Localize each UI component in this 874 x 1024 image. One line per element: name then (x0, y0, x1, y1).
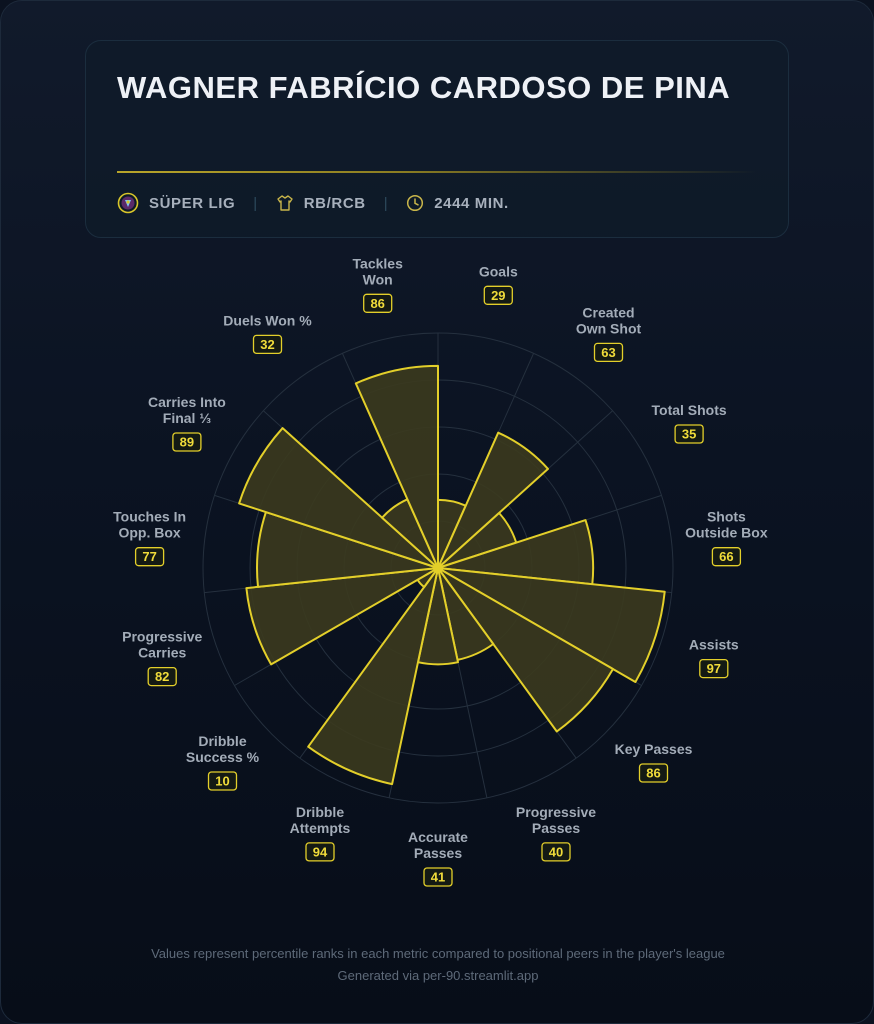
shirt-icon (276, 194, 294, 212)
value-badge-tackles-won (363, 293, 393, 313)
value-badge-carries-into-final (172, 432, 202, 452)
header-divider (117, 171, 757, 173)
label-created-own-shot: Own Shot (576, 320, 642, 336)
value-badge-dribble-attempts (305, 842, 335, 862)
label-key-passes: Key Passes (615, 741, 693, 757)
label-touches-in-opp-box: Opp. Box (118, 525, 180, 541)
value-badge-duels-won (252, 334, 283, 355)
meta-separator: | (383, 194, 389, 212)
value-assists: 97 (707, 661, 721, 676)
value-duels-won: 32 (260, 337, 274, 352)
wedge-tackles-won (354, 364, 439, 569)
label-accurate-passes: Passes (414, 845, 462, 861)
position-label: RB/RCB (303, 194, 366, 212)
label-progressive-carries: Carries (138, 645, 186, 661)
value-carries-into-final: 89 (180, 435, 194, 450)
label-goals: Goals (479, 263, 518, 279)
wedge-dribble-attempts (307, 567, 439, 786)
label-dribble-attempts: Attempts (290, 820, 351, 836)
value-touches-in-opp-box: 77 (142, 549, 156, 564)
value-dribble-success: 10 (215, 774, 229, 789)
value-key-passes: 86 (646, 766, 660, 781)
label-carries-into-final: Carries Into (148, 394, 226, 410)
wedge-key-passes (437, 567, 614, 733)
label-dribble-success: Success % (186, 749, 260, 765)
player-name: WAGNER FABRÍCIO CARDOSO DE PINA (117, 70, 731, 105)
value-progressive-passes: 40 (549, 844, 563, 859)
value-shots-outside-box: 66 (719, 549, 733, 564)
value-created-own-shot: 63 (601, 345, 615, 360)
label-tackles-won: Tackles (353, 255, 404, 271)
wedge-progressive-carries (245, 567, 439, 666)
label-carries-into-final: Final ⅓ (163, 410, 212, 426)
label-shots-outside-box: Shots (707, 509, 746, 525)
value-badge-goals (483, 285, 513, 305)
label-dribble-success: Dribble (198, 733, 246, 749)
club-badge-icon (117, 192, 139, 214)
wedge-assists (437, 567, 666, 683)
value-tackles-won: 86 (370, 296, 384, 311)
label-assists: Assists (689, 637, 739, 653)
value-dribble-attempts: 94 (313, 844, 328, 859)
player-meta: SÜPER LIG | RB/RCB | 2444 MIN. (117, 191, 509, 215)
player-header: WAGNER FABRÍCIO CARDOSO DE PINA SÜPER LI… (85, 40, 789, 238)
value-badge-shots-outside-box (711, 547, 742, 567)
label-touches-in-opp-box: Touches In (113, 509, 186, 525)
value-badge-accurate-passes (423, 867, 453, 887)
meta-separator: | (253, 194, 258, 212)
league-label: SÜPER LIG (149, 194, 236, 212)
value-badge-key-passes (638, 763, 669, 783)
chart-footer: Values represent percentile ranks in eac… (1, 943, 873, 987)
wedge-carries-into-final (238, 427, 439, 569)
clock-icon (406, 194, 424, 212)
footer-note: Values represent percentile ranks in eac… (151, 946, 725, 961)
minutes-label: 2444 MIN. (434, 194, 509, 212)
value-badge-dribble-success (207, 771, 238, 791)
value-total-shots: 35 (682, 427, 696, 442)
value-badge-created-own-shot (593, 342, 624, 363)
value-badge-progressive-passes (541, 842, 571, 862)
value-badge-assists (699, 658, 729, 679)
label-accurate-passes: Accurate (408, 829, 468, 845)
wedge-created-own-shot (437, 431, 549, 569)
center-point (433, 563, 443, 573)
label-progressive-passes: Passes (532, 820, 580, 836)
value-accurate-passes: 41 (431, 870, 445, 885)
value-badge-touches-in-opp-box (134, 547, 165, 567)
value-goals: 29 (491, 288, 505, 303)
value-progressive-carries: 82 (155, 669, 169, 684)
value-badge-progressive-carries (147, 666, 177, 687)
footer-credit: Generated via per-90.streamlit.app (337, 968, 539, 983)
label-tackles-won: Won (363, 271, 393, 287)
label-duels-won: Duels Won % (223, 312, 312, 328)
label-shots-outside-box: Outside Box (685, 525, 768, 541)
label-total-shots: Total Shots (652, 402, 727, 418)
label-dribble-attempts: Dribble (296, 804, 344, 820)
label-progressive-carries: Progressive (122, 629, 202, 645)
label-created-own-shot: Created (582, 304, 634, 320)
value-badge-total-shots (674, 424, 704, 444)
label-progressive-passes: Progressive (516, 804, 596, 820)
